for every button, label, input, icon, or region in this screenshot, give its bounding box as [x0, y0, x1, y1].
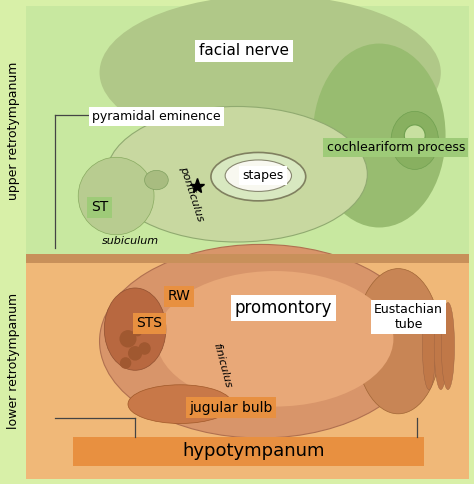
Text: jugular bulb: jugular bulb [190, 401, 273, 414]
Text: promontory: promontory [235, 299, 332, 318]
Circle shape [404, 125, 425, 146]
Ellipse shape [211, 152, 306, 201]
Bar [26, 259, 469, 479]
Ellipse shape [145, 170, 168, 190]
Ellipse shape [391, 111, 438, 169]
Text: ponticulus: ponticulus [178, 165, 206, 223]
Ellipse shape [356, 269, 441, 414]
Circle shape [119, 330, 137, 348]
Ellipse shape [100, 244, 422, 438]
Text: stapes: stapes [242, 169, 284, 182]
Circle shape [128, 346, 142, 361]
Text: upper retrotympanum: upper retrotympanum [7, 61, 20, 200]
Circle shape [138, 342, 151, 355]
FancyBboxPatch shape [73, 437, 424, 466]
Text: hypotympanum: hypotympanum [182, 442, 325, 460]
Ellipse shape [441, 302, 455, 390]
Ellipse shape [128, 385, 232, 424]
Bar [26, 254, 469, 263]
Text: lower retrotympanum: lower retrotympanum [7, 292, 20, 429]
Text: facial nerve: facial nerve [199, 44, 289, 58]
Text: ST: ST [91, 200, 108, 214]
Ellipse shape [107, 106, 367, 242]
Ellipse shape [422, 302, 436, 390]
Ellipse shape [313, 44, 446, 227]
Text: Eustachian
tube: Eustachian tube [374, 303, 443, 331]
Ellipse shape [225, 160, 292, 192]
Text: finiculus: finiculus [211, 342, 233, 389]
Text: pyramidal eminence: pyramidal eminence [92, 110, 221, 122]
Ellipse shape [156, 271, 393, 407]
Bar [26, 6, 469, 259]
Ellipse shape [434, 302, 447, 390]
Text: cochleariform process: cochleariform process [327, 141, 465, 154]
Text: subiculum: subiculum [102, 236, 159, 245]
Text: RW: RW [168, 289, 191, 303]
Circle shape [133, 327, 142, 336]
Ellipse shape [100, 0, 441, 150]
Text: STS: STS [137, 317, 162, 330]
Ellipse shape [104, 288, 166, 370]
Ellipse shape [78, 157, 154, 235]
Circle shape [120, 357, 131, 369]
